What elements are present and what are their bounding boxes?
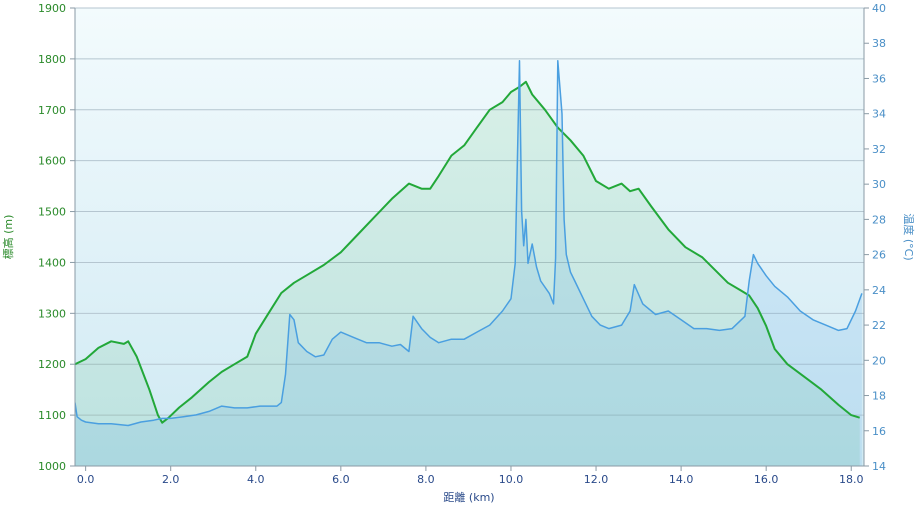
temperature-area-fill bbox=[75, 60, 862, 466]
right-tick-label: 30 bbox=[872, 178, 886, 191]
right-tick-label: 34 bbox=[872, 108, 886, 121]
x-tick-label: 4.0 bbox=[247, 473, 265, 486]
right-tick-label: 26 bbox=[872, 249, 886, 262]
tick-labels: 1000 1100 1200 1300 1400 1500 1600 1700 1800 1900… bbox=[38, 2, 886, 486]
left-tick-label: 1100 bbox=[38, 409, 66, 422]
axes bbox=[74, 8, 865, 467]
left-tick-label: 1000 bbox=[38, 460, 66, 473]
left-tick-label: 1900 bbox=[38, 2, 66, 15]
x-tick-label: 18.0 bbox=[839, 473, 864, 486]
grid-lines bbox=[70, 7, 869, 471]
area-fills bbox=[75, 60, 862, 466]
right-tick-label: 18 bbox=[872, 390, 886, 403]
right-tick-label: 22 bbox=[872, 319, 886, 332]
left-axis-title: 標高 (m) bbox=[1, 215, 15, 260]
right-tick-label: 32 bbox=[872, 143, 886, 156]
right-tick-label: 14 bbox=[872, 460, 886, 473]
x-tick-label: 0.0 bbox=[77, 473, 95, 486]
left-tick-label: 1600 bbox=[38, 155, 66, 168]
right-axis-title: 温度 (°C) bbox=[902, 213, 916, 260]
right-tick-label: 24 bbox=[872, 284, 886, 297]
x-tick-label: 12.0 bbox=[584, 473, 609, 486]
right-tick-label: 40 bbox=[872, 2, 886, 15]
right-tick-label: 36 bbox=[872, 72, 886, 85]
left-tick-label: 1200 bbox=[38, 358, 66, 371]
x-tick-label: 10.0 bbox=[499, 473, 524, 486]
left-tick-label: 1500 bbox=[38, 206, 66, 219]
right-tick-label: 20 bbox=[872, 354, 886, 367]
x-tick-label: 8.0 bbox=[417, 473, 435, 486]
left-tick-label: 1800 bbox=[38, 53, 66, 66]
left-tick-label: 1400 bbox=[38, 256, 66, 269]
x-tick-label: 2.0 bbox=[162, 473, 180, 486]
x-tick-label: 14.0 bbox=[669, 473, 694, 486]
x-tick-label: 6.0 bbox=[332, 473, 350, 486]
right-tick-label: 38 bbox=[872, 37, 886, 50]
right-tick-label: 16 bbox=[872, 425, 886, 438]
right-tick-label: 28 bbox=[872, 213, 886, 226]
elevation-area-fill bbox=[75, 81, 860, 466]
x-tick-label: 16.0 bbox=[754, 473, 779, 486]
series-lines bbox=[75, 60, 863, 427]
temperature-series-line bbox=[75, 60, 863, 427]
left-tick-label: 1300 bbox=[38, 307, 66, 320]
elevation-series-line bbox=[75, 80, 860, 424]
left-tick-label: 1700 bbox=[38, 104, 66, 117]
x-axis-title: 距離 (km) bbox=[443, 490, 494, 504]
plot-background bbox=[75, 8, 864, 466]
